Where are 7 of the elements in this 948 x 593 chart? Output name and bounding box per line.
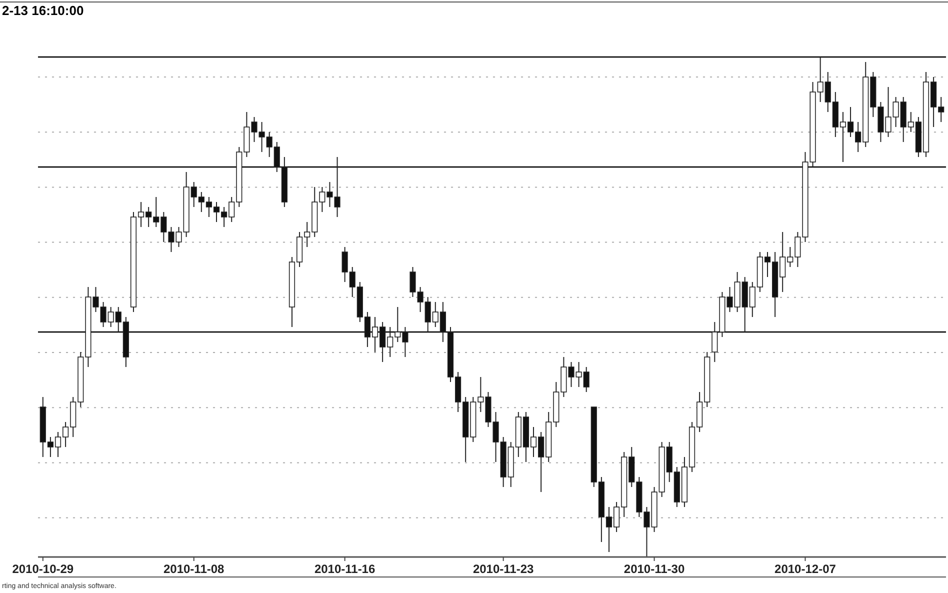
x-tick-label: 2010-11-08: [163, 562, 225, 576]
x-tick-label: 2010-11-30: [624, 562, 685, 576]
chart-title: 2-13 16:10:00: [2, 3, 84, 18]
x-tick-label: 2010-11-16: [314, 562, 376, 576]
x-tick-label: 2010-10-29: [12, 562, 74, 576]
x-tick-label: 2010-11-23: [472, 562, 534, 576]
x-tick-label: 2010-12-07: [774, 562, 836, 576]
